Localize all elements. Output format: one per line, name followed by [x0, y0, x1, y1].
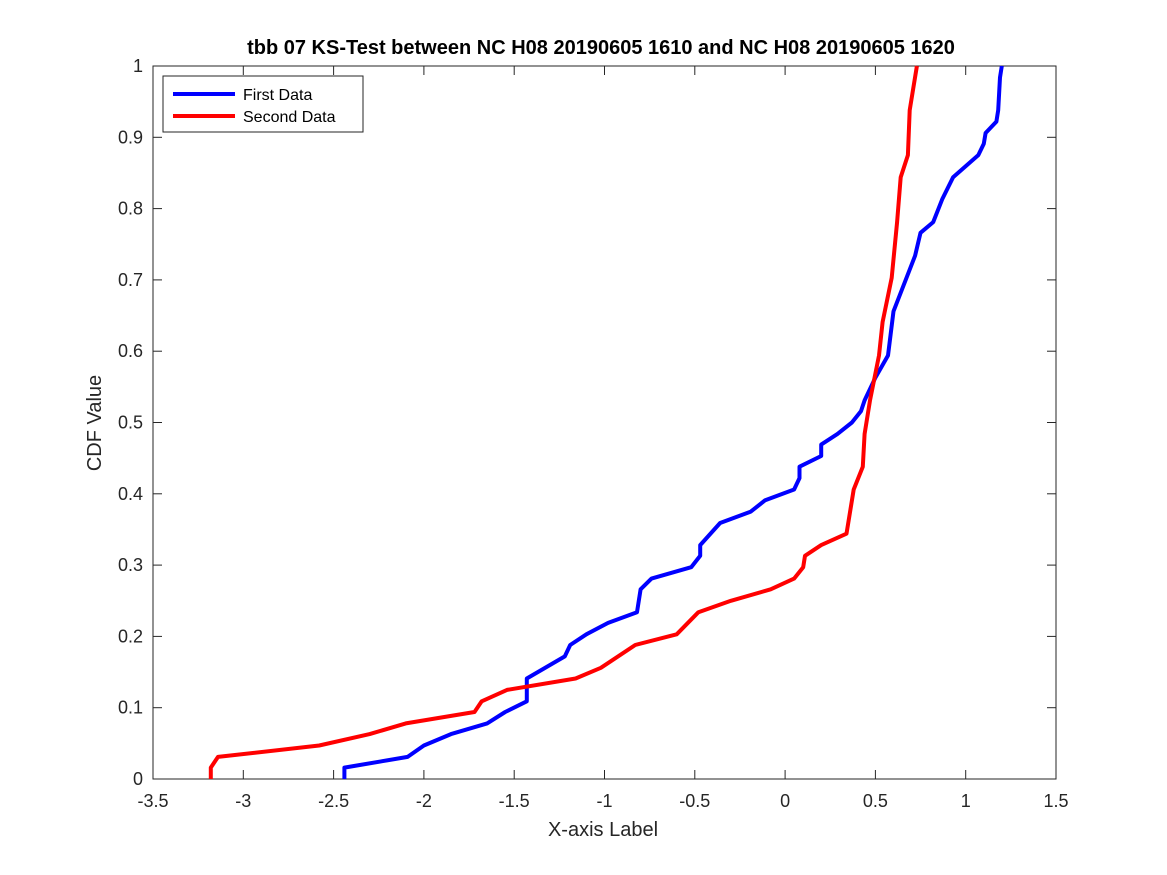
x-tick-label: -3: [235, 791, 251, 811]
y-tick-label: 0.3: [118, 555, 143, 575]
series-line-second-data: [208, 65, 919, 779]
y-tick-label: 0.6: [118, 341, 143, 361]
y-tick-label: 0.7: [118, 270, 143, 290]
x-tick-label: 1: [961, 791, 971, 811]
x-tick-label: -1.5: [499, 791, 530, 811]
y-tick-label: 0.2: [118, 626, 143, 646]
x-tick-label: 1.5: [1043, 791, 1068, 811]
x-tick-label: 0: [780, 791, 790, 811]
y-tick-label: 0: [133, 769, 143, 789]
y-tick-label: 0.8: [118, 199, 143, 219]
x-tick-label: 0.5: [863, 791, 888, 811]
series-line-first-data: [342, 65, 1004, 779]
x-tick-label: -1: [596, 791, 612, 811]
y-tick-label: 0.4: [118, 484, 143, 504]
x-tick-label: -0.5: [679, 791, 710, 811]
legend-entry: Second Data: [243, 109, 336, 126]
legend-entry: First Data: [243, 87, 312, 104]
x-tick-label: -2: [416, 791, 432, 811]
legend: First Data Second Data: [162, 75, 364, 133]
plot-area: -3.5 -3 -2.5 -2 -1.5 -1 -0.5 0 0.5 1 1.5 0 0.1 0.2 0.3…: [118, 56, 1069, 811]
y-tick-label: 0.1: [118, 698, 143, 718]
y-tick-label: 0.5: [118, 413, 143, 433]
y-tick-label: 1: [133, 56, 143, 76]
legend-box: [162, 75, 364, 133]
x-tick-label: -2.5: [318, 791, 349, 811]
x-tick-label: -3.5: [137, 791, 168, 811]
chart-title: tbb 07 KS-Test between NC H08 20190605 1…: [247, 37, 955, 59]
y-tick-label: 0.9: [118, 127, 143, 147]
y-axis-label: CDF Value: [84, 375, 106, 471]
x-axis-label: X-axis Label: [548, 819, 658, 841]
